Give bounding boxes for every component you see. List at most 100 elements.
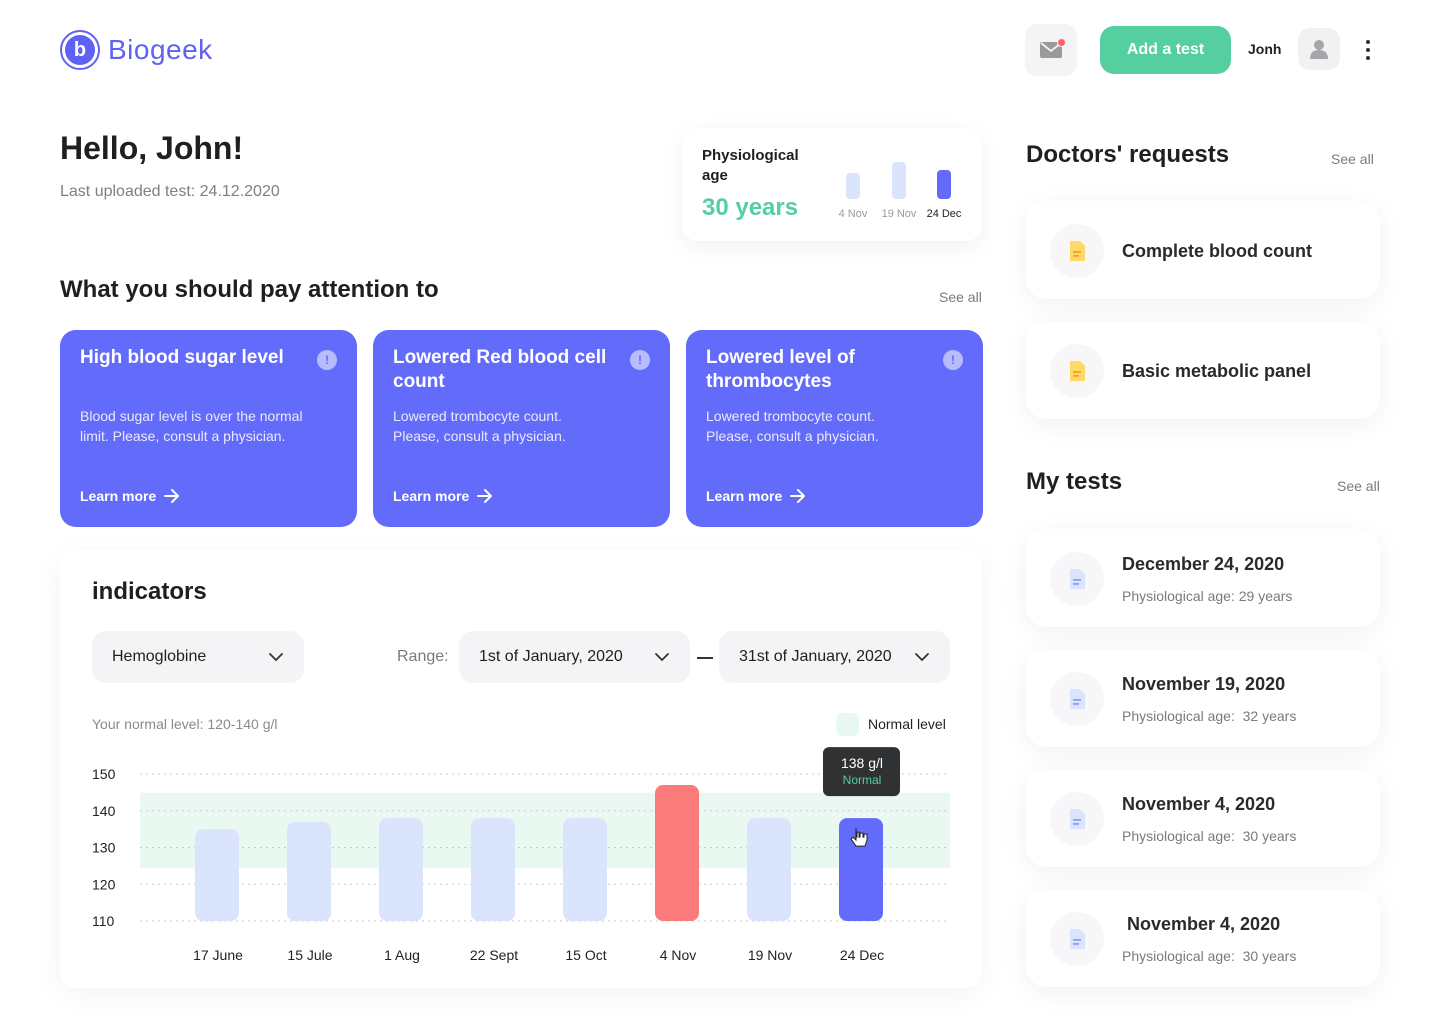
document-icon <box>1050 344 1104 398</box>
chart-bar <box>563 818 607 921</box>
chart-bar <box>747 818 791 921</box>
hemoglobin-chart: 150 140 130 120 110 17 June 15 Jule 1 Aug 22 Sep… <box>92 747 950 963</box>
y-tick-label: 150 <box>92 766 116 782</box>
y-tick-label: 130 <box>92 840 116 856</box>
test-physio-age: Physiological age: 30 years <box>1122 828 1297 844</box>
test-card[interactable]: November 4, 2020 Physiological age: 30 y… <box>1026 769 1380 867</box>
range-from-value: 1st of January, 2020 <box>479 648 623 665</box>
arrow-right-icon <box>790 489 806 503</box>
indicator-select[interactable]: Hemoglobine <box>92 631 304 683</box>
test-card[interactable]: December 24, 2020 Physiological age: 29 … <box>1026 529 1380 627</box>
request-card[interactable]: Complete blood count <box>1026 201 1380 299</box>
hand-cursor-icon <box>850 828 868 847</box>
learn-more-label: Learn more <box>393 488 470 504</box>
alert-description: Lowered trombocyte count. Please, consul… <box>706 408 879 444</box>
requests-see-all-link[interactable]: See all <box>1331 151 1374 167</box>
add-test-button[interactable]: Add a test <box>1100 26 1231 74</box>
physiological-age-card[interactable]: Physiological age 30 years 4 Nov 19 Nov 24… <box>682 128 982 241</box>
test-card[interactable]: November 4, 2020 Physiological age: 30 y… <box>1026 889 1380 987</box>
logo-letter: b <box>65 35 95 65</box>
physio-mini-bar <box>892 162 906 199</box>
indicators-title: indicators <box>92 578 207 605</box>
physio-mini-bar <box>846 173 860 199</box>
doctors-requests-title: Doctors' requests <box>1026 141 1230 168</box>
exclamation-icon: ! <box>630 350 650 370</box>
alert-title: Lowered level of thrombocytes <box>706 347 855 392</box>
legend-label: Normal level <box>868 716 946 732</box>
test-physio-age: Physiological age: 30 years <box>1122 948 1297 964</box>
last-upload-text: Last uploaded test: 24.12.2020 <box>60 183 280 200</box>
test-date: November 4, 2020 <box>1122 914 1281 934</box>
physio-label: Physiological age <box>702 147 799 184</box>
x-tick-label: 1 Aug <box>384 947 420 963</box>
range-from-select[interactable]: 1st of January, 2020 <box>459 631 690 683</box>
x-tick-label: 22 Sept <box>470 947 518 963</box>
user-name[interactable]: Jonh <box>1248 41 1282 57</box>
alert-card[interactable]: Lowered level of thrombocytes ! Lowered … <box>686 330 983 527</box>
learn-more-link[interactable]: Learn more <box>706 488 806 504</box>
physio-mini-label: 4 Nov <box>838 208 868 220</box>
normal-level-text: Your normal level: 120-140 g/l <box>92 716 278 732</box>
learn-more-link[interactable]: Learn more <box>393 488 493 504</box>
document-icon <box>1050 792 1104 846</box>
learn-more-label: Learn more <box>706 488 783 504</box>
range-label: Range: <box>397 648 449 665</box>
x-tick-label: 17 June <box>193 947 243 963</box>
normal-range-band <box>140 792 950 869</box>
x-tick-label: 15 Oct <box>565 947 606 963</box>
chevron-down-icon <box>655 653 669 662</box>
request-name: Complete blood count <box>1122 241 1312 261</box>
page-title: Hello, John! <box>60 130 244 166</box>
document-icon <box>1050 672 1104 726</box>
tests-see-all-link[interactable]: See all <box>1337 478 1380 494</box>
tooltip-status: Normal <box>843 773 882 787</box>
test-card[interactable]: November 19, 2020 Physiological age: 32 … <box>1026 649 1380 747</box>
alert-card[interactable]: Lowered Red blood cell count ! Lowered t… <box>373 330 670 527</box>
indicator-select-value: Hemoglobine <box>112 648 207 665</box>
document-icon <box>1050 552 1104 606</box>
y-tick-label: 110 <box>92 913 115 929</box>
avatar[interactable] <box>1298 28 1340 70</box>
brand-logo[interactable]: b Biogeek <box>60 30 213 70</box>
legend-swatch <box>836 713 859 736</box>
chart-bar <box>471 818 515 921</box>
chevron-down-icon <box>915 653 929 662</box>
request-name: Basic metabolic panel <box>1122 361 1312 381</box>
attention-title: What you should pay attention to <box>60 276 439 303</box>
alert-card[interactable]: High blood sugar level ! Blood sugar lev… <box>60 330 357 527</box>
more-menu-icon[interactable] <box>1358 36 1378 64</box>
messages-button[interactable] <box>1025 24 1077 76</box>
exclamation-icon: ! <box>943 350 963 370</box>
document-icon <box>1050 912 1104 966</box>
learn-more-label: Learn more <box>80 488 157 504</box>
arrow-right-icon <box>477 489 493 503</box>
alert-description: Blood sugar level is over the normal lim… <box>80 408 303 444</box>
chevron-down-icon <box>269 653 283 662</box>
chart-bar <box>839 818 883 921</box>
learn-more-link[interactable]: Learn more <box>80 488 180 504</box>
test-date: November 19, 2020 <box>1122 674 1286 694</box>
notification-dot <box>1057 38 1066 47</box>
indicators-panel: 150 140 130 120 110 17 June 15 Jule 1 Aug 22 Sep… <box>60 550 982 988</box>
chart-bar <box>195 829 239 921</box>
y-tick-label: 120 <box>92 876 116 892</box>
document-icon <box>1050 224 1104 278</box>
alert-title: High blood sugar level <box>80 347 284 368</box>
logo-icon: b <box>60 30 100 70</box>
range-to-value: 31st of January, 2020 <box>739 648 892 665</box>
attention-see-all-link[interactable]: See all <box>939 289 982 305</box>
tooltip <box>823 747 900 797</box>
x-tick-label: 15 Jule <box>287 947 332 963</box>
physio-mini-label: 24 Dec <box>926 208 962 220</box>
arrow-right-icon <box>164 489 180 503</box>
exclamation-icon: ! <box>317 350 337 370</box>
range-separator <box>697 657 713 659</box>
alert-description: Lowered trombocyte count. Please, consul… <box>393 408 566 444</box>
test-date: November 4, 2020 <box>1122 794 1276 814</box>
range-to-select[interactable]: 31st of January, 2020 <box>719 631 950 683</box>
user-icon <box>1310 40 1328 59</box>
y-tick-label: 140 <box>92 803 116 819</box>
chart-bar <box>287 821 331 921</box>
test-physio-age: Physiological age: 32 years <box>1122 708 1297 724</box>
request-card[interactable]: Basic metabolic panel <box>1026 321 1380 419</box>
